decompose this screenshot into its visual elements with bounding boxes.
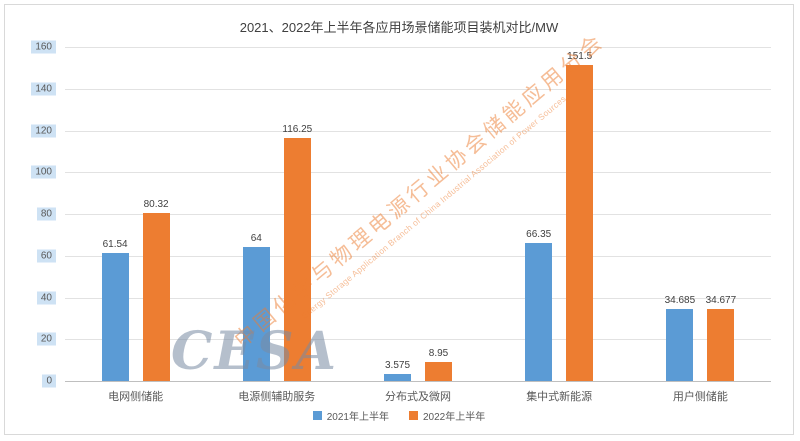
legend-label-2022: 2022年上半年 xyxy=(423,412,486,423)
bar-value-label: 66.35 xyxy=(526,228,552,240)
gridline xyxy=(65,130,771,132)
bar xyxy=(666,308,694,381)
x-axis-category-label: 电源侧辅助服务 xyxy=(238,391,316,403)
x-axis-category-label: 电网侧储能 xyxy=(108,391,164,403)
bar-value-label: 151.5 xyxy=(567,50,593,62)
gridline xyxy=(65,47,771,48)
bar-value-label: 80.32 xyxy=(143,199,169,211)
y-axis-tick-label: 80 xyxy=(36,207,56,221)
bar xyxy=(425,362,452,381)
legend-item-2021: 2021年上半年 xyxy=(312,408,389,423)
x-axis-category-label: 集中式新能源 xyxy=(526,391,593,403)
bar-chart: 2021、2022年上半年各应用场景储能项目装机对比/MW 0 20 40 60 80 1… xyxy=(4,4,794,435)
bar-value-label: 34.685 xyxy=(664,294,696,306)
legend-swatch-2021 xyxy=(312,411,322,420)
y-axis-tick-label: 120 xyxy=(31,124,56,137)
legend-item-2022: 2022年上半年 xyxy=(409,408,485,423)
bar xyxy=(142,213,170,381)
y-axis-tick-label: 0 xyxy=(42,374,56,388)
bar xyxy=(242,247,270,381)
gridline xyxy=(65,172,771,174)
gridline xyxy=(65,339,771,341)
y-axis-tick-label: 160 xyxy=(31,40,56,54)
gridline xyxy=(65,297,771,299)
bar-value-label: 3.575 xyxy=(384,359,411,371)
bar xyxy=(525,242,553,381)
y-axis-tick-label: 100 xyxy=(31,165,56,179)
bar xyxy=(707,308,735,381)
bar-value-label: 116.25 xyxy=(282,124,313,136)
gridline xyxy=(65,255,771,257)
plot-area: 0 20 40 60 80 100 120 140 160 电网侧储能 61.54 80.32 电源侧辅… xyxy=(31,40,771,403)
x-axis-category-label: 分布式及微网 xyxy=(385,391,451,403)
bar xyxy=(101,252,129,381)
bar-value-label: 8.95 xyxy=(428,348,449,360)
bar xyxy=(566,64,594,381)
legend: 2021年上半年 2022年上半年 xyxy=(5,408,793,423)
bar-value-label: 61.54 xyxy=(102,238,128,250)
bar-value-label: 64 xyxy=(250,233,262,245)
x-axis-category-label: 用户侧储能 xyxy=(672,391,728,403)
legend-label-2021: 2021年上半年 xyxy=(326,412,389,423)
y-axis-tick-label: 60 xyxy=(36,249,56,263)
gridline xyxy=(65,214,771,215)
chart-title: 2021、2022年上半年各应用场景储能项目装机对比/MW xyxy=(239,20,559,35)
y-axis-tick-label: 40 xyxy=(36,291,56,304)
bar xyxy=(384,373,411,381)
legend-swatch-2022 xyxy=(409,411,418,420)
bar-value-label: 34.677 xyxy=(705,294,737,306)
gridline xyxy=(65,88,771,90)
y-axis-tick-label: 140 xyxy=(31,82,56,96)
bar xyxy=(283,138,311,381)
y-axis-tick-label: 20 xyxy=(36,332,56,346)
